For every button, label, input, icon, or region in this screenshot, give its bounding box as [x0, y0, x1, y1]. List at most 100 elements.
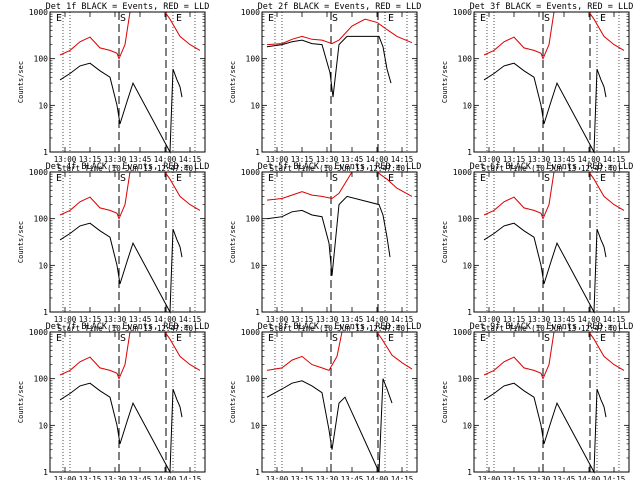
interval-marker-e: E: [480, 173, 486, 184]
y-axis-label: Counts/sec: [17, 221, 25, 263]
x-tick-label: 14:15: [391, 475, 414, 480]
x-axis-label: Start Time (10-Jun-13 12:47:40): [58, 324, 198, 333]
x-tick-label: 13:30: [316, 155, 339, 164]
x-tick-label: 14:00: [578, 315, 601, 324]
interval-marker-s: S: [544, 173, 550, 184]
x-tick-label: 13:15: [291, 155, 314, 164]
x-tick-label: 13:45: [129, 155, 152, 164]
x-axis-label: Start Time (10-Jun-13 12:47:40): [270, 324, 410, 333]
x-tick-label: 13:00: [54, 315, 77, 324]
interval-marker-e: E: [176, 13, 182, 24]
series-lld-line: [266, 171, 413, 201]
y-axis-label: Counts/sec: [17, 61, 25, 103]
interval-marker-e: E: [268, 173, 274, 184]
y-tick-label: 1: [467, 308, 472, 317]
panel-title: Det 6f BLACK = Events, RED = LLD: [470, 162, 634, 172]
y-tick-label: 100: [246, 375, 261, 384]
y-axis-label: Counts/sec: [229, 381, 237, 423]
y-tick-label: 10: [250, 101, 260, 110]
plot-frame: [261, 331, 418, 473]
x-tick-label: 13:15: [291, 475, 314, 480]
plot-frame: [49, 11, 206, 153]
series-lld-line: [59, 171, 201, 221]
plot-frame: [473, 171, 630, 313]
x-tick-label: 13:15: [79, 155, 102, 164]
y-tick-label: 1000: [453, 328, 472, 337]
x-tick-label: 13:45: [129, 475, 152, 480]
y-tick-label: 100: [34, 375, 49, 384]
x-tick-label: 13:00: [266, 155, 289, 164]
x-tick-label: 14:15: [179, 315, 202, 324]
y-axis-label: Counts/sec: [441, 61, 449, 103]
y-tick-label: 10: [38, 261, 48, 270]
x-tick-label: 13:30: [104, 475, 127, 480]
plot-frame: [49, 171, 206, 313]
interval-marker-s: S: [544, 13, 550, 24]
panel-title: Det 9f BLACK = Events, RED = LLD: [470, 322, 634, 332]
panel-det-3: Det 3f BLACK = Events, RED = LLD Counts/s…: [441, 2, 633, 173]
interval-marker-s: S: [332, 333, 338, 344]
y-tick-label: 100: [34, 55, 49, 64]
panel-det-5: Det 5f BLACK = Events, RED = LLD Counts/s…: [229, 162, 421, 333]
x-axis-label: Start Time (10-Jun-13 12:47:40): [482, 324, 622, 333]
panel-title: Det 4f BLACK = Events, RED = LLD: [46, 162, 210, 172]
plot-frame: [49, 331, 206, 473]
interval-marker-e: E: [388, 173, 394, 184]
series-lld-line: [59, 331, 201, 381]
x-tick-label: 13:15: [291, 315, 314, 324]
interval-marker-e: E: [268, 13, 274, 24]
y-axis-label: Counts/sec: [441, 381, 449, 423]
x-axis-label: Start Time (10-Jun-13 12:47:40): [270, 164, 410, 173]
x-tick-label: 14:00: [578, 475, 601, 480]
x-tick-label: 14:15: [603, 155, 626, 164]
x-tick-label: 13:30: [528, 155, 551, 164]
x-tick-label: 13:45: [341, 315, 364, 324]
interval-marker-s: S: [120, 13, 126, 24]
series-events-line: [483, 62, 607, 154]
x-tick-label: 14:00: [366, 155, 389, 164]
y-tick-label: 1000: [241, 328, 260, 337]
interval-marker-s: S: [544, 333, 550, 344]
x-tick-label: 13:30: [528, 315, 551, 324]
x-tick-label: 13:15: [503, 475, 526, 480]
y-tick-label: 100: [246, 55, 261, 64]
interval-marker-e: E: [600, 173, 606, 184]
y-tick-label: 1000: [241, 168, 260, 177]
interval-marker-s: S: [332, 173, 338, 184]
y-tick-label: 100: [246, 215, 261, 224]
y-tick-label: 1: [255, 468, 260, 477]
interval-marker-e: E: [268, 333, 274, 344]
x-tick-label: 13:00: [478, 155, 501, 164]
series-events-line: [59, 382, 183, 474]
y-tick-label: 1000: [29, 8, 48, 17]
x-tick-label: 14:15: [179, 475, 202, 480]
x-tick-label: 13:30: [528, 475, 551, 480]
x-tick-label: 14:00: [154, 315, 177, 324]
panel-det-2: Det 2f BLACK = Events, RED = LLD Counts/s…: [229, 2, 421, 173]
panel-title: Det 3f BLACK = Events, RED = LLD: [470, 2, 634, 12]
x-tick-label: 13:45: [129, 315, 152, 324]
interval-marker-s: S: [332, 13, 338, 24]
panel-title: Det 8f BLACK = Events, RED = LLD: [258, 322, 422, 332]
x-tick-label: 14:15: [391, 155, 414, 164]
y-tick-label: 100: [458, 55, 473, 64]
y-tick-label: 1: [255, 308, 260, 317]
interval-marker-e: E: [56, 13, 62, 24]
series-events-line: [59, 62, 183, 154]
x-tick-label: 13:00: [54, 475, 77, 480]
panel-det-7: Det 7f BLACK = Events, RED = LLD Counts/s…: [17, 322, 209, 480]
interval-marker-e: E: [600, 333, 606, 344]
x-tick-label: 13:45: [341, 475, 364, 480]
y-tick-label: 1: [43, 468, 48, 477]
y-tick-label: 10: [462, 261, 472, 270]
y-tick-label: 10: [38, 101, 48, 110]
interval-marker-e: E: [56, 333, 62, 344]
x-tick-label: 14:00: [366, 315, 389, 324]
series-events-line: [483, 382, 607, 474]
x-tick-label: 14:15: [391, 315, 414, 324]
interval-marker-e: E: [388, 333, 394, 344]
x-tick-label: 13:15: [79, 315, 102, 324]
series-events-line: [483, 222, 607, 314]
y-tick-label: 1000: [453, 168, 472, 177]
